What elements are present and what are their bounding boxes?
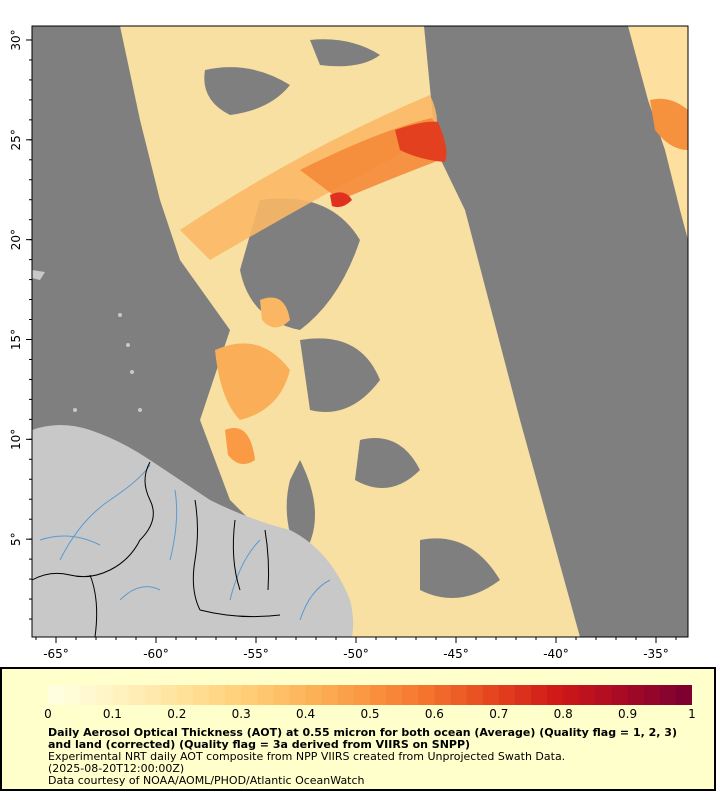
colorbar-swatch — [531, 685, 548, 705]
colorbar-swatch — [402, 685, 419, 705]
colorbar-swatch — [482, 685, 500, 705]
colorbar-swatch — [627, 685, 645, 705]
x-tick-label: -55° — [243, 647, 269, 661]
colorbar-swatch — [289, 685, 307, 705]
y-tick-label: 15° — [9, 329, 23, 350]
colorbar — [48, 685, 692, 705]
x-tick-label: -60° — [143, 647, 169, 661]
colorbar-swatch — [675, 685, 692, 705]
colorbar-swatch — [305, 685, 323, 705]
colorbar-swatch — [273, 685, 290, 705]
legend-title: Daily Aerosol Optical Thickness (AOT) at… — [48, 726, 677, 751]
legend-panel: 0 0.1 0.2 0.3 0.4 0.5 0.6 0.7 0.8 0.9 1 Daily Aero… — [0, 667, 716, 791]
colorbar-swatch — [241, 685, 258, 705]
colorbar-tick-label: 1 — [688, 707, 696, 721]
colorbar-swatch — [450, 685, 468, 705]
x-tick-label: -40° — [543, 647, 569, 661]
colorbar-swatch — [498, 685, 516, 705]
aot-map: -65° -60° -55° -50° -45° -40° -35° 30° 25° 20° 15… — [9, 25, 689, 661]
y-tick-label: 10° — [9, 429, 23, 450]
colorbar-tick-label: 0.5 — [360, 707, 380, 721]
colorbar-swatch — [192, 685, 210, 705]
colorbar-swatch — [257, 685, 274, 705]
plot-frame — [31, 25, 689, 638]
colorbar-swatch — [595, 685, 612, 705]
legend-description: Experimental NRT daily AOT composite fro… — [48, 750, 566, 763]
legend-date: (2025-08-20T12:00:00Z) — [48, 762, 185, 775]
colorbar-swatch — [80, 685, 97, 705]
colorbar-swatch — [434, 685, 451, 705]
colorbar-swatch — [547, 685, 564, 705]
colorbar-swatch — [466, 685, 484, 705]
x-tick-label: -35° — [643, 647, 669, 661]
aot-swath-east — [628, 26, 688, 240]
colorbar-tick-label: 0 — [44, 707, 52, 721]
colorbar-tick-label: 0.9 — [618, 707, 638, 721]
colorbar-swatch — [579, 685, 596, 705]
x-axis: -65° -60° -55° -50° -45° -40° -35° — [35, 637, 677, 661]
y-tick-label: 5° — [9, 532, 23, 546]
colorbar-swatch — [176, 685, 194, 705]
aot-swath-central — [120, 26, 580, 637]
colorbar-swatch — [643, 685, 661, 705]
colorbar-swatch — [144, 685, 162, 705]
colorbar-tick-label: 0.7 — [489, 707, 509, 721]
colorbar-swatch — [611, 685, 629, 705]
colorbar-swatch — [128, 685, 146, 705]
colorbar-tick-label: 0.6 — [424, 707, 444, 721]
country-borders — [31, 461, 281, 638]
legend-text: Daily Aerosol Optical Thickness (AOT) at… — [48, 727, 698, 787]
colorbar-swatch — [321, 685, 339, 705]
colorbar-swatch — [209, 685, 226, 705]
legend-credit: Data courtesy of NOAA/AOML/PHOD/Atlantic… — [48, 774, 365, 787]
colorbar-swatch — [659, 685, 677, 705]
colorbar-tick-label: 0.4 — [296, 707, 316, 721]
y-axis: 30° 25° 20° 15° 10° 5° — [9, 29, 32, 620]
colorbar-swatch — [337, 685, 355, 705]
x-tick-label: -65° — [43, 647, 69, 661]
colorbar-tick-label: 0.3 — [231, 707, 251, 721]
y-tick-label: 25° — [9, 129, 23, 150]
colorbar-swatch — [96, 685, 113, 705]
colorbar-swatch — [112, 685, 129, 705]
colorbar-tick-label: 0.1 — [102, 707, 122, 721]
x-tick-label: -50° — [343, 647, 369, 661]
colorbar-tick-label: 0.2 — [167, 707, 187, 721]
colorbar-swatch — [370, 685, 387, 705]
x-tick-label: -45° — [443, 647, 469, 661]
colorbar-swatch — [160, 685, 178, 705]
rivers — [39, 464, 331, 621]
colorbar-swatch — [514, 685, 532, 705]
colorbar-tick-label: 0.8 — [553, 707, 573, 721]
colorbar-swatch — [48, 685, 65, 705]
colorbar-swatch — [225, 685, 242, 705]
colorbar-swatch — [418, 685, 435, 705]
colorbar-swatch — [353, 685, 371, 705]
colorbar-swatch — [563, 685, 580, 705]
colorbar-swatch — [386, 685, 403, 705]
land-south-america — [32, 270, 354, 637]
y-tick-label: 30° — [9, 29, 23, 50]
y-tick-label: 20° — [9, 229, 23, 250]
colorbar-tick-labels: 0 0.1 0.2 0.3 0.4 0.5 0.6 0.7 0.8 0.9 1 — [44, 707, 696, 723]
colorbar-swatch — [64, 685, 81, 705]
